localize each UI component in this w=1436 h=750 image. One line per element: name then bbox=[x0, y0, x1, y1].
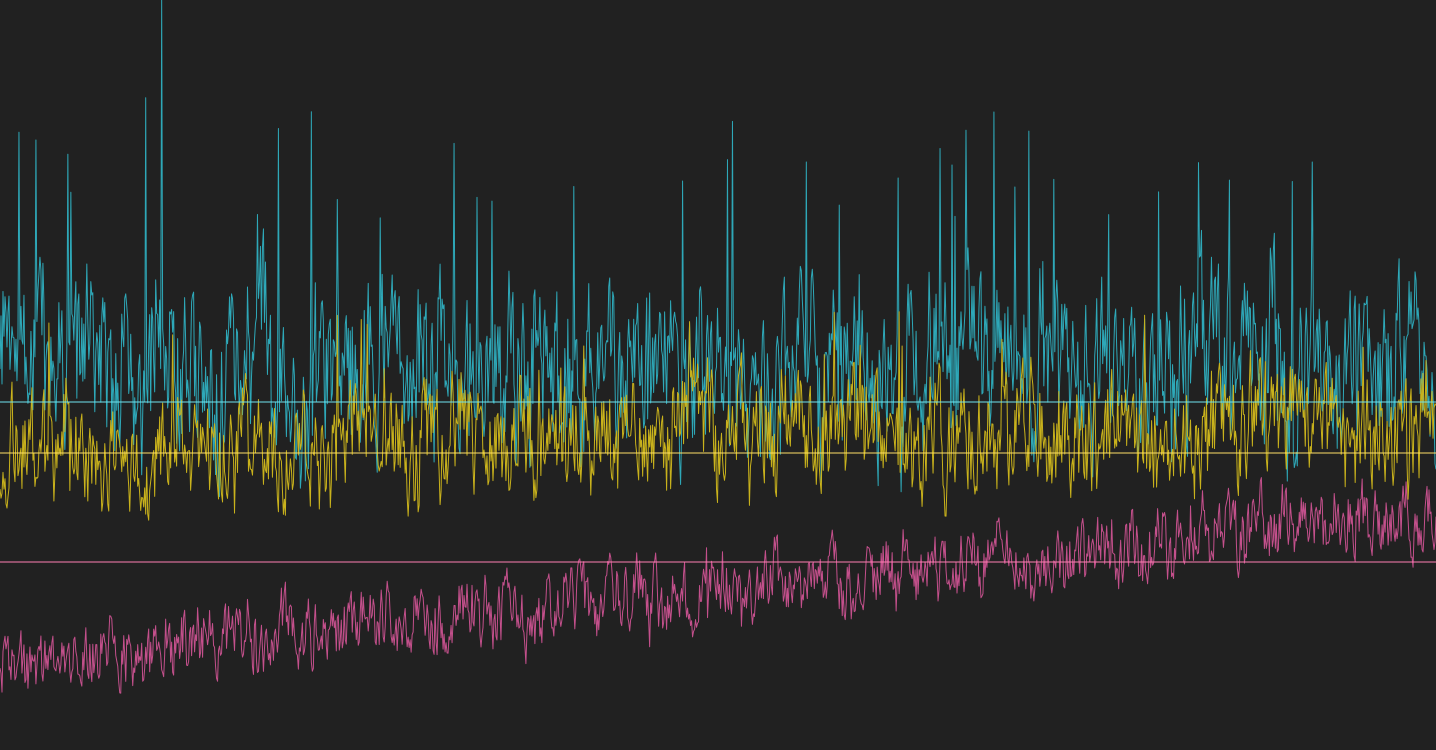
series-line-3 bbox=[0, 477, 1436, 694]
series-line-1 bbox=[0, 0, 1436, 498]
series-line-2 bbox=[0, 311, 1436, 521]
